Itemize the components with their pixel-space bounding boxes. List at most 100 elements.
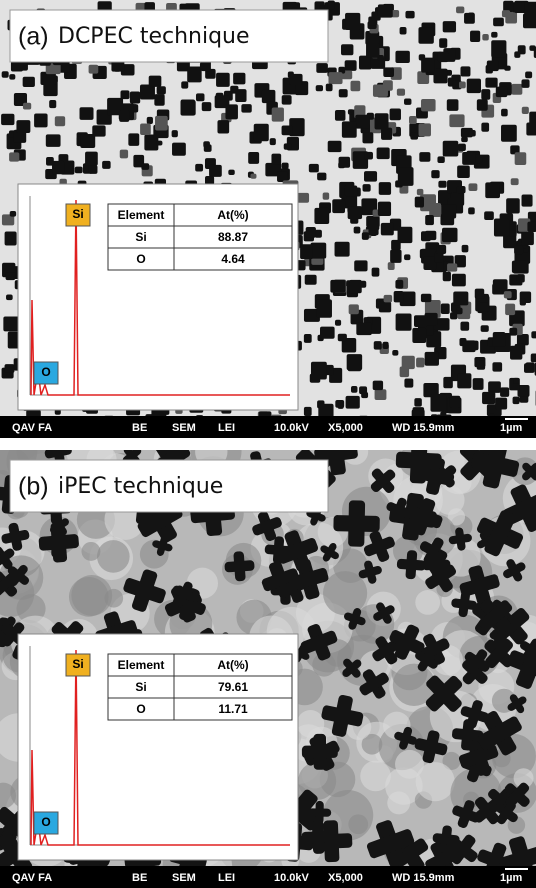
pore [441,204,456,218]
pore [23,103,31,110]
pore [391,240,401,250]
pore [398,167,414,186]
pore [102,161,111,169]
pore [484,211,494,220]
pore [531,331,536,338]
pore [120,90,129,99]
pore [241,104,251,112]
pore [360,281,366,288]
pore [120,150,128,159]
pore [5,364,15,373]
pore [196,93,205,101]
pore [381,223,394,236]
pore [522,194,533,206]
pore [504,291,512,298]
pore [457,373,471,388]
pore [335,320,341,326]
pore [449,114,464,127]
pore [414,315,427,327]
pore [362,132,373,143]
pore [417,189,424,195]
pore [419,123,431,136]
info-bar [0,416,536,438]
pore [351,386,357,393]
pore [488,381,501,392]
pore [3,317,19,332]
pore [157,86,166,94]
pore [425,231,436,240]
shade [97,540,130,573]
pore [520,298,526,305]
pore [485,182,500,198]
table-header: At(%) [217,658,248,672]
pore [421,294,431,302]
pore [482,34,488,41]
pore [181,100,195,116]
pore [460,66,470,76]
pore [433,69,447,84]
shade [415,590,440,615]
pore [419,152,430,162]
pore [400,366,409,377]
info-text: LEI [218,422,235,434]
pore [443,141,459,157]
info-text: WD 15.9mm [392,422,455,434]
pore [228,170,234,175]
shade [71,575,112,616]
pore [297,193,309,203]
pore [462,340,475,352]
pore [349,304,359,314]
pore [342,121,357,137]
pore [235,89,246,102]
pore [317,299,332,317]
pore [344,186,357,197]
shade [395,750,424,779]
pore [311,362,327,380]
pore [338,334,347,342]
pore [282,95,292,105]
pore [517,274,525,282]
pore [492,362,502,371]
pore [405,11,414,18]
pore [262,90,276,103]
pore [473,378,484,390]
pore [456,6,464,13]
pore [450,396,460,408]
arm [224,560,254,573]
pore [85,152,98,166]
pore [436,245,446,254]
pore [355,115,370,129]
pore [345,60,357,71]
pore [477,99,488,111]
pore [395,280,403,289]
pore [414,398,421,406]
info-bar [0,866,536,888]
pore [317,173,326,181]
pore [409,116,417,124]
pore [172,143,186,156]
pore [493,279,508,292]
pore [187,67,201,83]
pore [412,328,426,343]
pore [271,154,281,165]
pore [443,272,451,282]
pore [400,27,407,35]
pore [429,203,441,217]
pore [513,378,519,384]
pore [366,43,379,58]
pore [462,245,469,253]
pore [404,98,411,104]
si-peak-label: Si [72,207,83,221]
o-peak-label: O [41,815,50,829]
pore [270,138,276,145]
pore [209,165,222,177]
pore [348,109,354,114]
pore [468,207,475,214]
pore [323,193,329,200]
info-text: 1µm [500,422,522,434]
pore [442,228,458,242]
pore [23,77,35,87]
pore [346,396,360,409]
pore [248,152,259,164]
table-value: Si [135,680,146,694]
